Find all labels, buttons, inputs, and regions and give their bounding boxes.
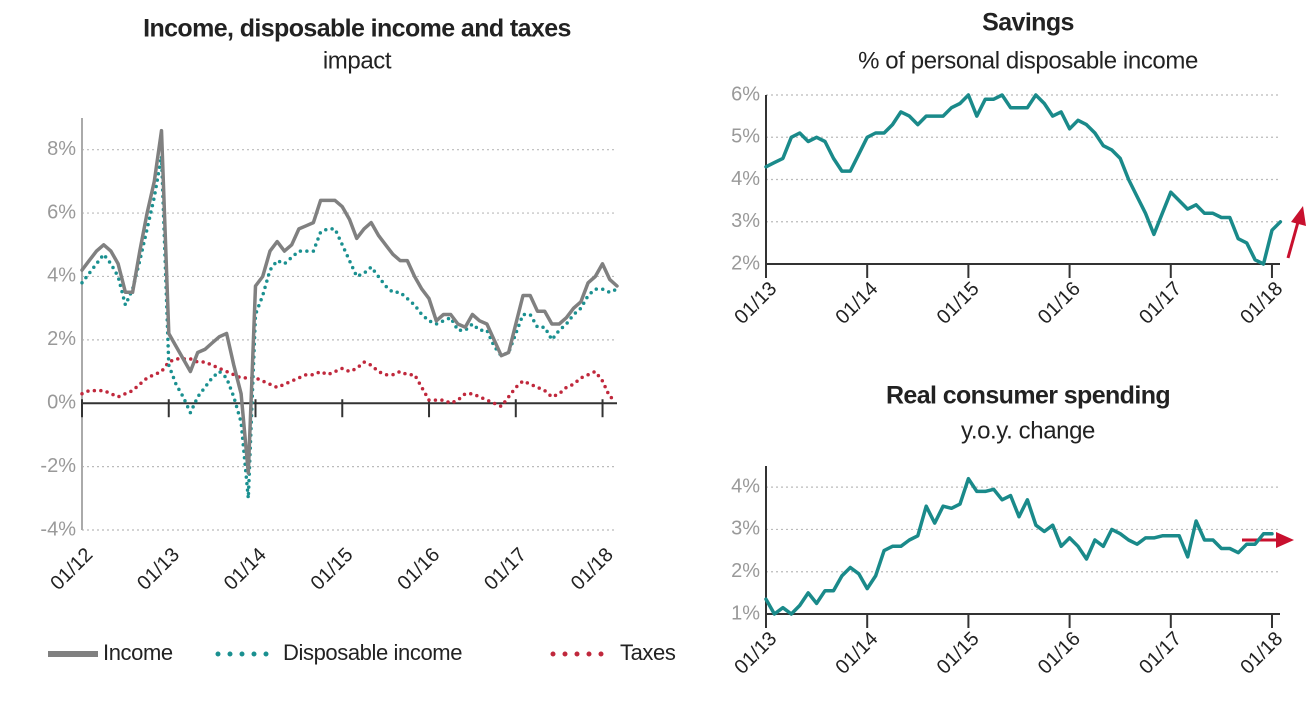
y-tick-label: 8% (47, 138, 76, 160)
x-tick-label: 01/14 (220, 544, 271, 595)
x-tick-label: 01/16 (1034, 628, 1085, 679)
x-tick-label: 01/15 (933, 628, 984, 679)
x-tick-label: 01/18 (1236, 278, 1287, 329)
y-tick-label: 2% (731, 252, 760, 274)
chart-title: Income, disposable income and taxes (143, 15, 571, 43)
data-line (764, 93, 1283, 266)
chart-title: Real consumer spending (886, 382, 1170, 410)
chart-title: Savings (982, 9, 1074, 37)
y-tick-label: 4% (47, 265, 76, 287)
x-tick-label: 01/12 (46, 544, 97, 595)
x-tick-label: 01/17 (1135, 278, 1186, 329)
x-tick-label: 01/13 (730, 278, 781, 329)
x-tick-label: 01/14 (832, 278, 883, 329)
y-tick-label: 1% (731, 602, 760, 624)
y-tick-label: -2% (40, 455, 76, 477)
y-tick-label: 5% (731, 126, 760, 148)
legend-label: Taxes (620, 640, 676, 665)
data-line (764, 476, 1274, 616)
data-line (80, 357, 619, 409)
x-tick-label: 01/13 (730, 628, 781, 679)
x-tick-label: 01/18 (567, 544, 618, 595)
x-tick-label: 01/17 (480, 544, 531, 595)
trend-arrow (1286, 206, 1306, 259)
y-tick-label: 0% (47, 392, 76, 414)
data-line (80, 128, 619, 475)
chart-subtitle: y.o.y. change (961, 417, 1095, 444)
y-tick-label: 6% (731, 83, 760, 105)
y-tick-label: 4% (731, 475, 760, 497)
x-tick-label: 01/15 (307, 544, 358, 595)
chart-subtitle: % of personal disposable income (858, 47, 1198, 74)
legend-label: Income (103, 640, 173, 665)
x-tick-label: 01/13 (133, 544, 184, 595)
legend-label: Disposable income (283, 640, 462, 665)
x-tick-label: 01/17 (1135, 628, 1186, 679)
y-tick-label: 4% (731, 168, 760, 190)
x-tick-label: 01/15 (933, 278, 984, 329)
y-tick-label: 2% (731, 560, 760, 582)
x-tick-label: 01/18 (1236, 628, 1287, 679)
data-line (80, 154, 619, 501)
y-tick-label: 6% (47, 201, 76, 223)
x-tick-label: 01/14 (832, 628, 883, 679)
x-tick-label: 01/16 (1034, 278, 1085, 329)
y-tick-label: 2% (47, 328, 76, 350)
y-tick-label: 3% (731, 518, 760, 540)
chart-subtitle: impact (323, 47, 392, 74)
x-tick-label: 01/16 (393, 544, 444, 595)
y-tick-label: 3% (731, 210, 760, 232)
y-tick-label: -4% (40, 518, 76, 540)
